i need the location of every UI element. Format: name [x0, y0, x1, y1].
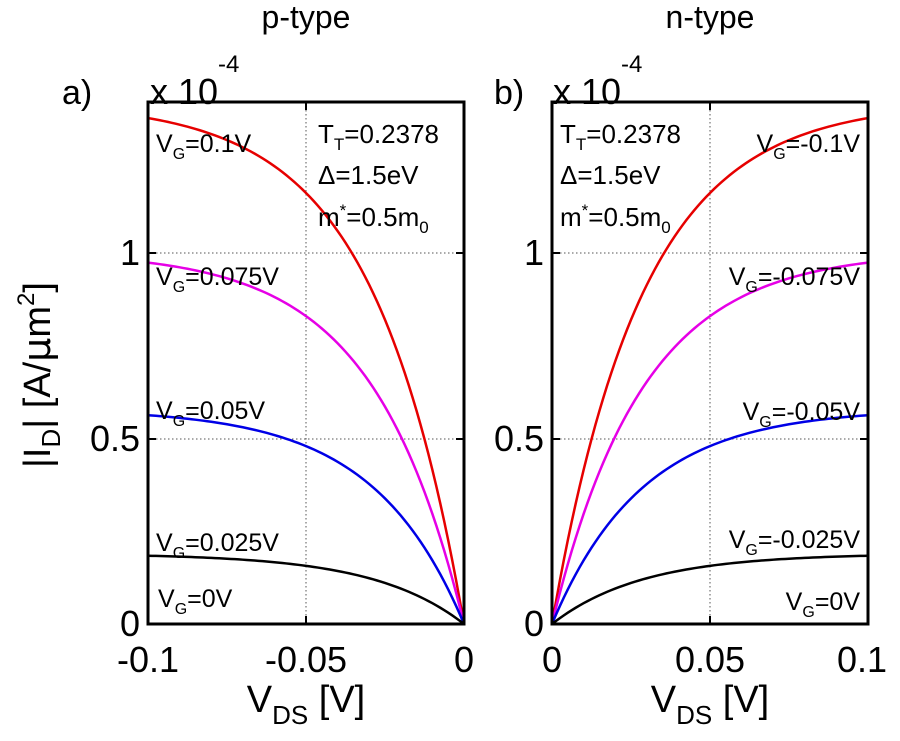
- panel-a-xtick-label: -0.1: [117, 639, 179, 680]
- panel-b-xtick-label: 0.1: [837, 639, 887, 680]
- panel-a-ticks: [148, 102, 464, 624]
- panel-a-curve-labels: VG=0.1V VG=0.075V VG=0.05V VG=0.025V VG=…: [156, 130, 279, 618]
- panel-a: p-type a) x 10-4 -0.1 -0.05 0 0 0: [62, 0, 474, 730]
- panel-b-label-vg-0: VG=0V: [786, 588, 861, 621]
- panel-a-label-vg-0.075: VG=0.075V: [156, 263, 279, 296]
- panel-a-title: p-type: [262, 0, 351, 35]
- panel-b-param-mass: m*=0.5m0: [560, 201, 671, 237]
- panel-a-curve-vg-0.1: [147, 116, 466, 625]
- panel-a-param-tt: TT=0.2378: [318, 119, 439, 154]
- panel-b-label-vg-neg-0.075: VG=-0.075V: [729, 263, 861, 296]
- panel-b-params: TT=0.2378 Δ=1.5eV m*=0.5m0: [560, 119, 681, 237]
- panel-a-label-vg-0.1: VG=0.1V: [156, 130, 251, 163]
- panel-a-ytick-label: 1: [120, 232, 140, 273]
- panel-b: n-type b) x 10-4 0 0.05 0.1 0 0.5: [494, 0, 887, 730]
- panel-b-label-vg-neg-0.025: VG=-0.025V: [729, 526, 861, 559]
- panel-a-label-vg-0.05: VG=0.05V: [156, 397, 265, 430]
- panel-b-label: b): [494, 74, 524, 112]
- panel-a-params: TT=0.2378 Δ=1.5eV m*=0.5m0: [318, 119, 439, 237]
- panel-a-curve-vg-0.025: [147, 554, 465, 625]
- panel-b-scale-factor: x 10-4: [553, 51, 642, 112]
- panel-b-title: n-type: [666, 0, 755, 35]
- panel-b-label-vg-neg-0.05: VG=-0.05V: [743, 398, 861, 431]
- panel-b-curve-vg-neg-0.1: [550, 116, 869, 625]
- panel-a-label-vg-0: VG=0V: [158, 585, 233, 618]
- panel-a-xtick-label: -0.05: [265, 639, 347, 680]
- panel-a-curve-vg-0.05: [147, 413, 466, 625]
- panel-b-grid: [552, 102, 868, 624]
- panel-a-grid: [148, 102, 464, 624]
- panel-a-param-mass: m*=0.5m0: [318, 201, 429, 237]
- panel-b-curve-vg-neg-0.05: [550, 413, 869, 625]
- panel-b-ytick-label: 0.5: [494, 418, 544, 459]
- panel-b-param-tt: TT=0.2378: [560, 119, 681, 154]
- panel-b-curve-vg-neg-0.025: [551, 554, 869, 625]
- panel-a-curve-vg-0.075: [147, 261, 466, 625]
- panel-b-x-axis-label: VDS [V]: [651, 679, 770, 730]
- panel-b-xtick-label: 0: [542, 639, 562, 680]
- panel-b-ticks: [552, 102, 868, 624]
- panel-b-label-vg-neg-0.1: VG=-0.1V: [757, 130, 861, 163]
- panel-a-param-delta: Δ=1.5eV: [318, 160, 419, 190]
- panel-a-xtick-label: 0: [454, 639, 474, 680]
- y-axis-label: |ID| [A/μm2]: [13, 282, 66, 468]
- panel-a-ytick-label: 0.5: [90, 418, 140, 459]
- panel-a-label-vg-0.025: VG=0.025V: [156, 529, 279, 562]
- panel-b-curve-vg-neg-0.075: [550, 261, 869, 625]
- panel-b-param-delta: Δ=1.5eV: [560, 160, 661, 190]
- panel-a-x-axis-label: VDS [V]: [247, 679, 366, 730]
- panel-a-scale-factor: x 10-4: [150, 51, 239, 112]
- panel-b-ytick-label: 1: [524, 232, 544, 273]
- panel-b-ytick-label: 0: [524, 603, 544, 644]
- panel-b-xtick-label: 0.05: [675, 639, 745, 680]
- panel-a-label: a): [62, 74, 92, 112]
- panel-b-curve-labels: VG=-0.1V VG=-0.075V VG=-0.05V VG=-0.025V…: [729, 130, 861, 621]
- panel-a-ytick-label: 0: [120, 603, 140, 644]
